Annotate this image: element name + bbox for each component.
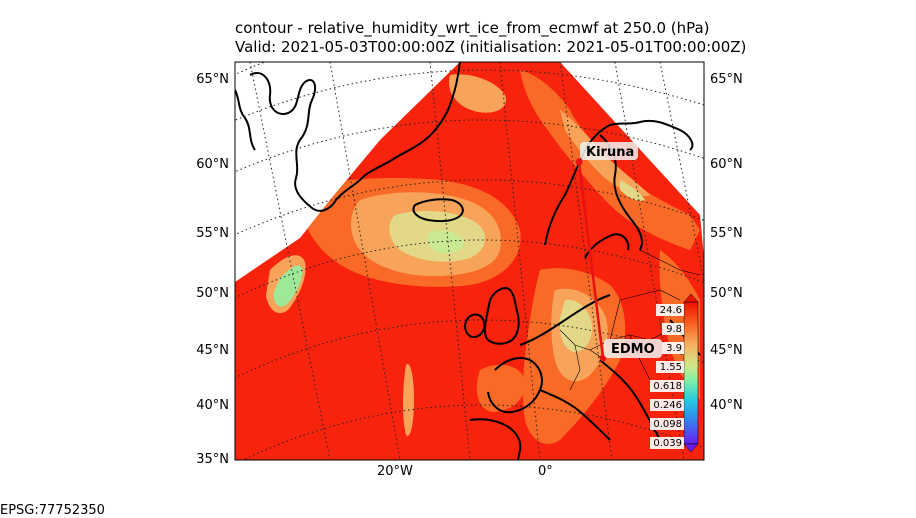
colorbar-label: 0.039 [653,438,682,449]
lat-label-50-left: 50°N [196,286,229,301]
edmo-label: EDMO [611,342,655,357]
lat-label-35-left: 35°N [196,452,229,467]
colorbar-label: 1.55 [660,362,682,373]
colorbar-label-box [650,399,684,411]
humid-band-orange [476,364,526,412]
edmo-label-box [604,339,662,358]
colorbar-label-box [650,437,684,449]
colorbar-label: 24.6 [660,305,682,316]
plot-title-line2: Valid: 2021-05-03T00:00:00Z (initialisat… [235,38,747,56]
colorbar-min-arrow [683,443,699,453]
plot-title-line1: contour - relative_humidity_wrt_ice_from… [235,19,710,37]
lat-label-65-left: 65°N [196,72,229,87]
colorbar-label: 0.618 [653,381,682,392]
lon-label-20w: 20°W [377,464,413,479]
lat-label-60-right: 60°N [710,157,743,172]
humid-band-light [560,110,650,197]
humid-band-pale [559,299,593,352]
colorbar-label: 3.9 [666,343,682,354]
colorbar-label-box [656,361,684,373]
lat-label-60-left: 60°N [196,157,229,172]
lon-label-0: 0° [538,464,553,479]
colorbar-ramp [683,301,699,445]
colorbar-label-box [656,304,684,316]
kiruna-marker [575,158,583,166]
crs-label: EPSG:77752350 [0,503,105,518]
lat-label-40-left: 40°N [196,398,229,413]
lat-label-50-right: 50°N [710,286,743,301]
kiruna-label-box [580,142,638,160]
colorbar-max-arrow [683,293,699,303]
map-frame [234,61,705,461]
colorbar-label: 0.098 [653,419,682,430]
colorbar-label: 0.246 [653,400,682,411]
humid-band-light [449,74,506,113]
lat-label-45-left: 45°N [196,343,229,358]
lat-label-65-right: 65°N [710,72,743,87]
lat-label-40-right: 40°N [710,398,743,413]
colorbar-label-box [650,418,684,430]
flight-track [577,161,605,359]
kiruna-label: Kiruna [586,145,634,160]
colorbar-label-box [662,323,684,335]
lat-label-45-right: 45°N [710,343,743,358]
coastlines [235,62,701,460]
colorbar: 24.6 9.8 3.9 1.55 0.618 0.246 0.098 0.039 [650,293,699,453]
lat-label-55-right: 55°N [710,226,743,241]
humid-band-light [403,364,414,436]
colorbar-label-box [662,342,684,354]
colorbar-label: 9.8 [666,324,682,335]
humid-band-green [273,265,303,307]
lat-label-55-left: 55°N [196,226,229,241]
colorbar-label-box [650,380,684,392]
humid-band-green [428,230,465,254]
humid-band-pale [620,180,645,201]
